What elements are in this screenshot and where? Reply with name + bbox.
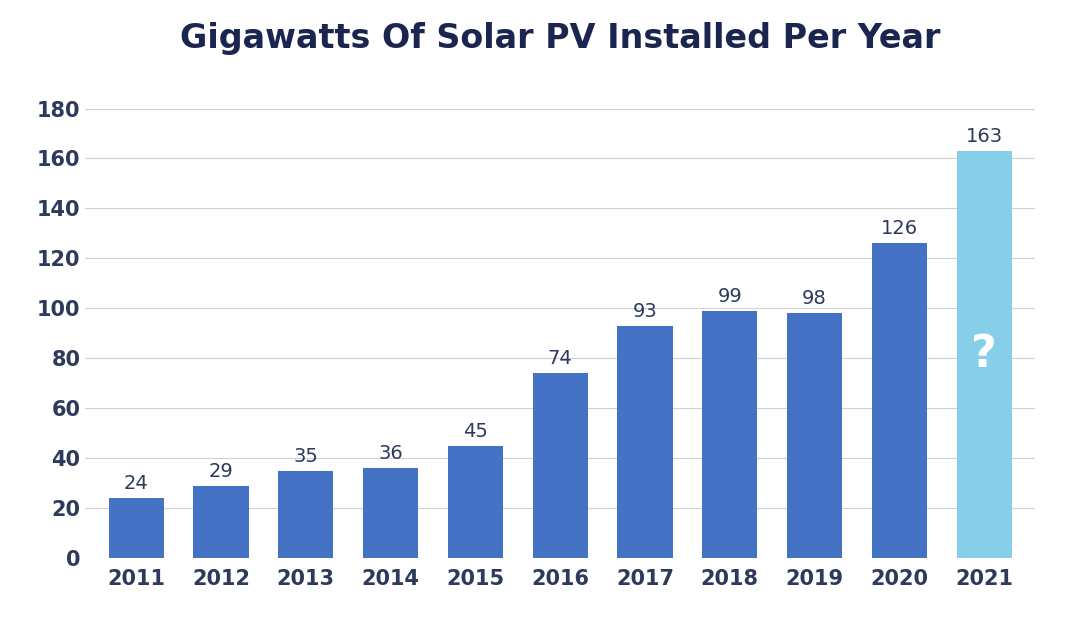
Bar [956,151,1012,558]
Bar [193,486,249,558]
Bar [278,470,333,558]
Text: ?: ? [971,333,997,376]
Text: 45: 45 [463,422,488,441]
Bar [702,311,758,558]
Bar [787,313,842,558]
Bar [448,446,503,558]
Text: 98: 98 [802,289,827,308]
Text: 29: 29 [209,462,234,481]
Text: 163: 163 [966,127,1003,146]
Bar [872,243,927,558]
Text: 99: 99 [717,287,743,306]
Text: 126: 126 [880,219,918,238]
Bar [532,373,588,558]
Bar [618,326,672,558]
Text: 93: 93 [633,302,657,321]
Text: 35: 35 [293,446,318,465]
Text: 74: 74 [547,349,573,368]
Title: Gigawatts Of Solar PV Installed Per Year: Gigawatts Of Solar PV Installed Per Year [180,22,940,55]
Text: 24: 24 [124,474,148,493]
Text: 36: 36 [378,444,403,463]
Bar [363,468,418,558]
Bar [109,498,164,558]
